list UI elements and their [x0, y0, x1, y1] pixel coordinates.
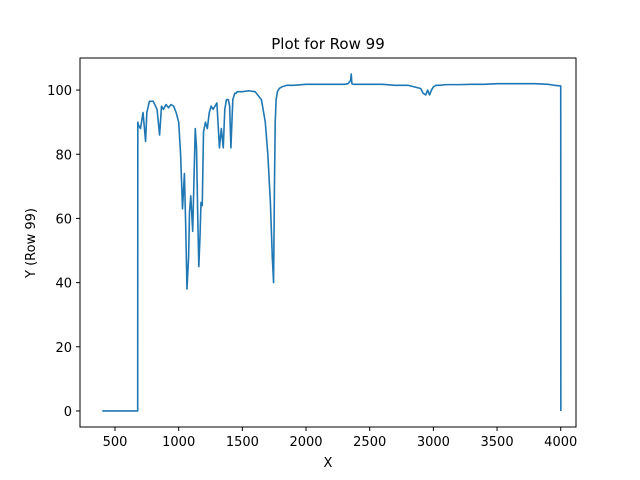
- x-axis-ticks: 500 1000 1500 2000 2500 3000 3500 4000: [103, 427, 577, 450]
- y-tick-label: 40: [55, 277, 72, 292]
- series-line-0: [102, 73, 562, 412]
- chart-title: Plot for Row 99: [271, 35, 384, 53]
- plot-area: [102, 73, 562, 412]
- y-tick-label: 60: [55, 212, 72, 227]
- x-tick-label: 2000: [289, 435, 322, 450]
- x-tick-label: 500: [103, 435, 128, 450]
- y-axis-ticks: 0 20 40 60 80 100: [47, 84, 80, 420]
- x-axis-label: X: [324, 456, 333, 471]
- x-tick-label: 3000: [417, 435, 450, 450]
- y-tick-label: 80: [55, 148, 72, 163]
- x-tick-label: 4000: [544, 435, 577, 450]
- x-tick-label: 3500: [481, 435, 514, 450]
- x-tick-label: 1000: [162, 435, 195, 450]
- x-tick-label: 1500: [226, 435, 259, 450]
- y-tick-label: 0: [64, 405, 72, 420]
- y-tick-label: 100: [47, 84, 72, 99]
- y-tick-label: 20: [55, 341, 72, 356]
- axes-frame: [79, 57, 577, 428]
- x-tick-label: 2500: [353, 435, 386, 450]
- y-axis-label: Y (Row 99): [24, 208, 39, 279]
